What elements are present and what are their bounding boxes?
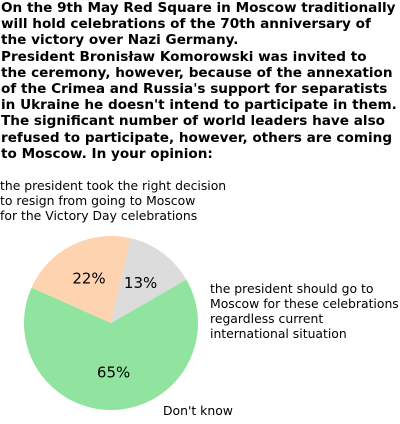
slice-label-should-go: the president should go to Moscow for th… bbox=[210, 281, 399, 341]
pie-value-label-right-decision: 65% bbox=[97, 364, 130, 382]
pie-value-label-dont-know: 13% bbox=[124, 274, 157, 292]
pie-slice-right-decision bbox=[23, 279, 198, 411]
slice-label-right-decision: the president took the right decision to… bbox=[0, 178, 227, 223]
pie-value-label-should-go: 22% bbox=[72, 270, 105, 288]
survey-question: On the 9th May Red Square in Moscow trad… bbox=[1, 0, 397, 162]
slice-label-dont-know: Don't know bbox=[163, 403, 233, 418]
pie-slice-dont-know bbox=[111, 238, 187, 323]
pie-slice-should-go bbox=[31, 235, 131, 323]
